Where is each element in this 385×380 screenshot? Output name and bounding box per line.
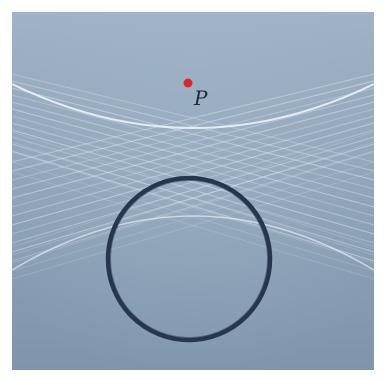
reflected-ray	[12, 171, 374, 280]
point-p-label: P	[194, 86, 208, 110]
reflected-ray	[12, 115, 374, 217]
ring-inner-shade	[110, 180, 268, 338]
reflected-ray	[12, 122, 374, 226]
reflected-ray	[12, 108, 374, 208]
reflected-ray	[12, 131, 374, 248]
reflected-ray	[12, 94, 374, 190]
reflected-ray	[12, 101, 374, 199]
reflected-ray	[12, 151, 374, 264]
reflected-ray	[12, 101, 374, 199]
reflected-ray	[12, 80, 374, 172]
reflecting-ring	[105, 175, 273, 343]
reflected-ray	[12, 87, 374, 181]
reflected-ray	[12, 141, 374, 256]
reflected-ray	[12, 94, 374, 190]
reflected-ray	[12, 150, 374, 262]
reflected-ray	[12, 129, 374, 235]
reflected-ray	[12, 143, 374, 253]
reflected-ray	[12, 73, 374, 163]
reflected-ray	[12, 136, 374, 244]
reflected-ray	[12, 150, 374, 262]
reflected-ray	[12, 87, 374, 181]
photo: P	[12, 12, 374, 370]
reflected-ray	[12, 136, 374, 244]
reflected-ray	[12, 80, 374, 172]
reflected-ray	[12, 171, 374, 280]
reflected-ray	[12, 122, 374, 226]
lower-caustic-envelope	[12, 215, 374, 271]
photo-glow	[12, 12, 374, 370]
caustic-photo-drawing	[12, 12, 374, 370]
reflected-ray	[12, 141, 374, 256]
reflected-ray	[12, 143, 374, 253]
reflected-rays	[12, 73, 374, 280]
reflected-ray	[12, 131, 374, 248]
reflected-ray	[12, 129, 374, 235]
upper-caustic-envelope	[12, 83, 374, 129]
point-p-marker	[183, 78, 193, 88]
reflected-ray	[12, 73, 374, 163]
reflected-ray	[12, 115, 374, 217]
reflected-ray	[12, 151, 374, 264]
reflected-ray	[12, 108, 374, 208]
